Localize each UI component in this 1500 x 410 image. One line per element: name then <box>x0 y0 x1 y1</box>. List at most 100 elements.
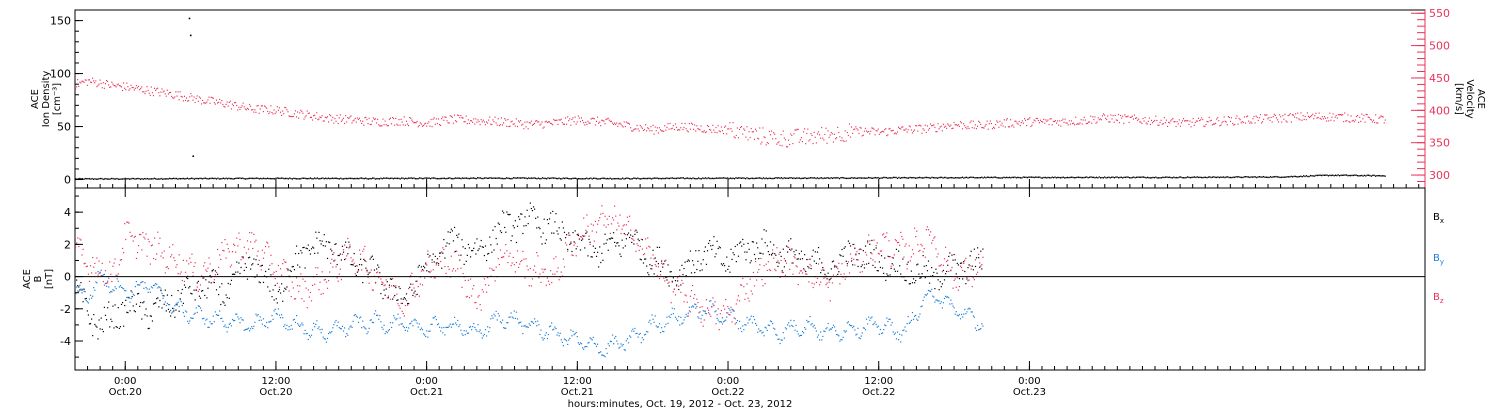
velocity-point <box>166 89 168 91</box>
density-point <box>421 177 423 180</box>
velocity-point <box>1155 115 1157 117</box>
bx-point <box>425 263 427 265</box>
bx-point <box>480 239 482 242</box>
density-point <box>167 178 169 180</box>
velocity-point <box>888 128 890 130</box>
bx-point <box>893 268 895 270</box>
velocity-point <box>1213 123 1216 125</box>
velocity-point <box>827 130 829 132</box>
by-point <box>297 323 299 325</box>
by-point <box>873 322 875 325</box>
velocity-point <box>1362 118 1364 120</box>
bx-point <box>92 335 94 337</box>
velocity-point <box>204 102 206 104</box>
density-point <box>811 177 813 179</box>
velocity-point <box>652 124 654 126</box>
by-point <box>867 323 869 325</box>
bz-point <box>773 257 775 259</box>
velocity-point <box>211 97 213 99</box>
density-point <box>395 177 397 180</box>
bx-point <box>119 326 122 328</box>
density-point <box>500 177 502 180</box>
density-point <box>1061 176 1063 179</box>
density-point <box>983 176 986 178</box>
velocity-point <box>1048 123 1050 126</box>
velocity-point <box>967 126 969 128</box>
bz-point <box>566 244 568 246</box>
by-point <box>838 335 840 337</box>
bz-point <box>429 271 431 274</box>
bx-point <box>409 286 411 288</box>
velocity-point <box>804 128 806 130</box>
bz-point <box>889 256 891 258</box>
bz-point <box>744 298 746 300</box>
by-point <box>797 333 799 335</box>
velocity-point <box>856 128 858 130</box>
by-point <box>317 327 319 330</box>
bx-point <box>955 273 957 275</box>
velocity-point <box>761 141 763 143</box>
velocity-point <box>949 125 951 128</box>
bottom-plot-area <box>75 202 984 358</box>
by-point <box>308 334 310 337</box>
bx-point <box>745 259 747 261</box>
by-point <box>596 343 599 345</box>
by-point <box>819 339 821 341</box>
velocity-point <box>893 133 895 135</box>
bx-point <box>175 309 177 311</box>
bz-point <box>245 252 247 254</box>
bz-point <box>76 242 78 244</box>
velocity-point <box>1298 118 1300 120</box>
density-point <box>946 177 948 179</box>
density-point <box>928 177 930 179</box>
bx-point <box>712 244 714 247</box>
velocity-point <box>1196 120 1198 122</box>
bz-point <box>441 251 443 253</box>
bz-point <box>197 290 199 292</box>
bz-point <box>675 285 678 287</box>
bz-point <box>334 259 336 261</box>
bx-point <box>205 279 207 281</box>
bz-point <box>251 232 253 234</box>
velocity-point <box>376 122 378 124</box>
velocity-point <box>144 92 146 95</box>
bx-point <box>253 258 255 260</box>
velocity-point <box>319 116 321 118</box>
by-point <box>519 321 521 324</box>
velocity-point <box>162 91 164 93</box>
by-point <box>239 322 241 324</box>
by-point <box>587 342 589 344</box>
by-point <box>345 335 347 338</box>
velocity-point <box>1286 121 1288 123</box>
velocity-point <box>269 111 271 113</box>
by-point <box>553 328 555 330</box>
by-point <box>887 320 889 323</box>
density-point <box>88 178 91 180</box>
bz-point <box>253 233 255 235</box>
velocity-point <box>361 122 363 124</box>
bx-point <box>366 269 368 271</box>
velocity-point <box>316 112 318 114</box>
bz-point <box>205 269 207 271</box>
by-point <box>939 302 941 305</box>
velocity-point <box>94 82 96 84</box>
density-point <box>768 177 770 180</box>
bx-point <box>469 256 472 258</box>
bz-point <box>465 296 467 298</box>
by-point <box>969 308 971 310</box>
density-point <box>102 178 104 181</box>
velocity-point <box>1368 116 1370 119</box>
density-point <box>236 177 238 179</box>
density-point <box>1046 177 1048 179</box>
bx-point <box>532 206 535 208</box>
density-point <box>1171 177 1174 179</box>
velocity-point <box>289 115 291 118</box>
bz-point <box>112 265 114 267</box>
density-point <box>1315 174 1317 177</box>
density-point <box>1260 176 1262 178</box>
velocity-point <box>984 125 986 127</box>
velocity-point <box>560 118 562 120</box>
velocity-point <box>584 124 586 126</box>
bz-point <box>475 301 477 304</box>
by-point <box>740 327 742 329</box>
